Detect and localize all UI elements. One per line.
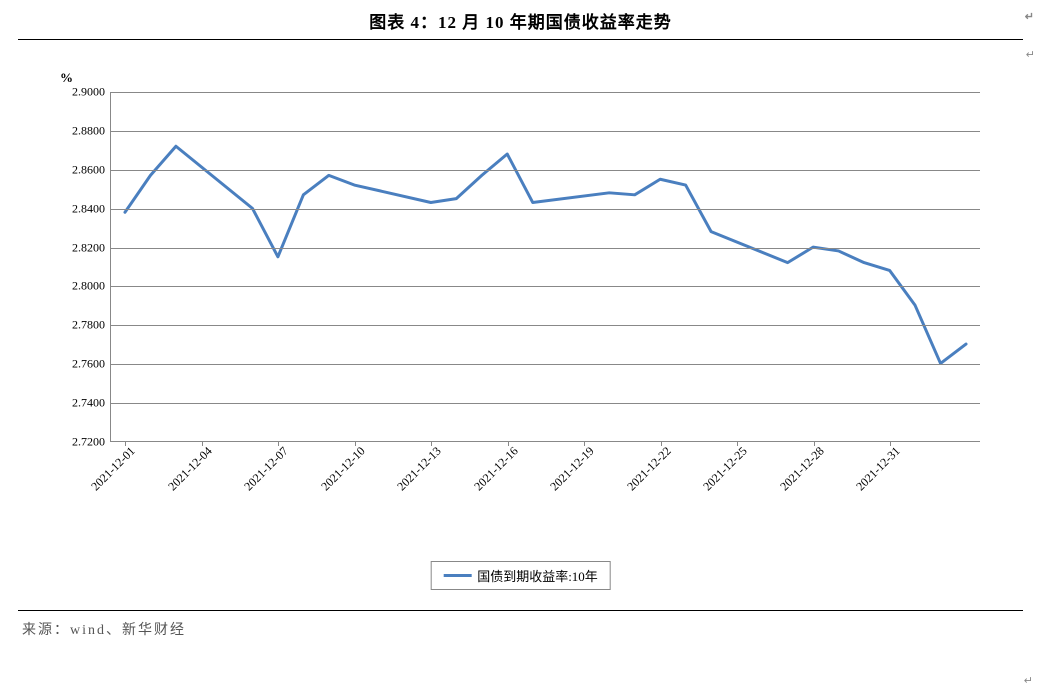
x-tick-label: 2021-12-04 (165, 444, 215, 494)
paragraph-mark-icon: ↵ (1026, 48, 1035, 61)
y-tick-label: 2.8000 (72, 279, 105, 294)
y-tick-label: 2.8600 (72, 162, 105, 177)
gridline (111, 170, 980, 171)
y-tick-label: 2.8200 (72, 240, 105, 255)
gridline (111, 92, 980, 93)
x-tick-label: 2021-12-13 (394, 444, 444, 494)
paragraph-mark-icon: ↵ (1025, 10, 1035, 23)
chart-container: % 2.90002.88002.86002.84002.82002.80002.… (30, 70, 1011, 600)
gridline (111, 364, 980, 365)
gridline (111, 286, 980, 287)
x-tick-label: 2021-12-22 (624, 444, 674, 494)
line-layer (111, 92, 980, 441)
y-tick-label: 2.7200 (72, 435, 105, 450)
y-tick-label: 2.7400 (72, 396, 105, 411)
x-tick-label: 2021-12-10 (318, 444, 368, 494)
y-tick-label: 2.7600 (72, 357, 105, 372)
x-tick-label: 2021-12-19 (547, 444, 597, 494)
gridline (111, 325, 980, 326)
gridline (111, 131, 980, 132)
y-tick-label: 2.7800 (72, 318, 105, 333)
gridline (111, 209, 980, 210)
paragraph-mark-icon: ↵ (1024, 674, 1035, 687)
legend-swatch (443, 574, 471, 577)
source-text: 来源：wind、新华财经 ↵ (0, 611, 1041, 639)
x-tick-label: 2021-12-07 (241, 444, 291, 494)
gridline (111, 403, 980, 404)
y-tick-label: 2.8400 (72, 201, 105, 216)
plot-area: 2.90002.88002.86002.84002.82002.80002.78… (110, 92, 980, 442)
legend-label: 国债到期收益率:10年 (477, 566, 598, 585)
y-tick-label: 2.9000 (72, 85, 105, 100)
x-tick-label: 2021-12-31 (854, 444, 904, 494)
top-rule (18, 39, 1023, 40)
x-tick-label: 2021-12-25 (701, 444, 751, 494)
x-tick-label: 2021-12-28 (777, 444, 827, 494)
y-tick-label: 2.8800 (72, 123, 105, 138)
legend: 国债到期收益率:10年 (430, 561, 611, 590)
chart-title: 图表 4：12 月 10 年期国债收益率走势 (369, 13, 672, 32)
series-line (125, 146, 966, 363)
gridline (111, 248, 980, 249)
x-tick-label: 2021-12-16 (471, 444, 521, 494)
x-tick-label: 2021-12-01 (88, 444, 138, 494)
